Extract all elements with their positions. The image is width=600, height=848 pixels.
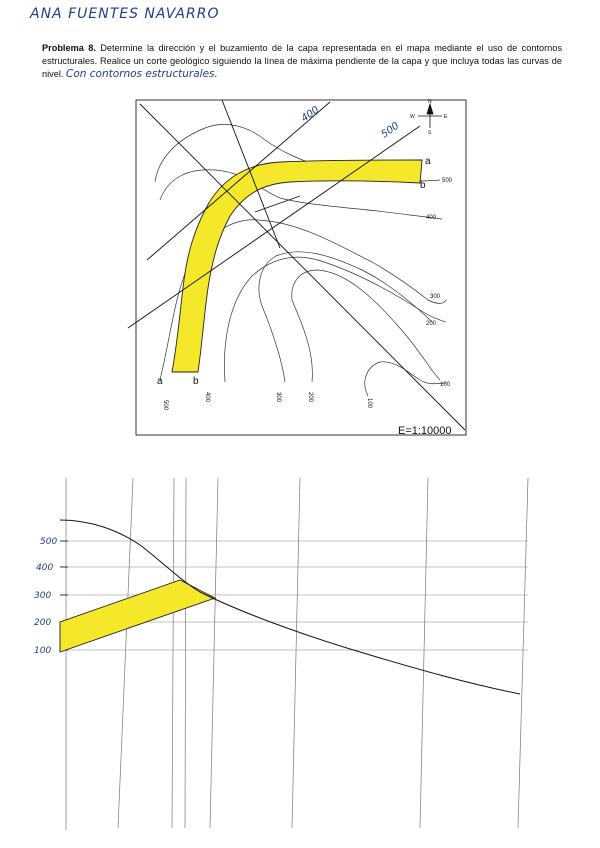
handwritten-label-400: 400 [299, 104, 321, 124]
y-label-400: 400 [36, 563, 53, 573]
topographic-profile [59, 519, 521, 695]
handwritten-label-500: 500 [379, 120, 401, 140]
contour-label-100: 100 [440, 382, 451, 388]
dip-direction-line [221, 99, 281, 249]
contour-400b [159, 219, 447, 381]
y-label-300: 300 [34, 591, 51, 601]
south-label: S [428, 130, 432, 136]
max-dip-line [139, 103, 466, 431]
handwritten-note: Con contornos estructurales. [66, 68, 218, 80]
y-label-100: 100 [34, 646, 51, 656]
structural-contour-500 [146, 101, 331, 261]
dip-marker [254, 195, 301, 213]
contour-100 [291, 269, 441, 383]
contour-300 [224, 256, 447, 383]
cross-section: 500 400 300 200 100 [34, 477, 529, 830]
problem-text: Determine la dirección y el buzamiento d… [42, 43, 562, 79]
problem-title: Problema 8. [42, 43, 96, 53]
east-label: E [444, 114, 448, 120]
topographic-contours [154, 124, 447, 397]
contour-label-400: 400 [426, 215, 437, 221]
section-layer [59, 579, 217, 653]
layer-outcrop [171, 159, 423, 373]
y-label-200: 200 [34, 618, 51, 628]
projection-lines [65, 477, 529, 830]
structural-contour-400 [127, 125, 421, 329]
scale-label: E=1:10000 [398, 425, 452, 437]
layer-label-a-bottom: a [157, 376, 163, 387]
geologic-map: N S E W a b a b 500 400 300 200 100 500 … [127, 99, 467, 437]
contour-label-300: 300 [430, 294, 441, 300]
layer-label-b-bottom: b [193, 376, 199, 387]
contour-label-200: 200 [426, 321, 437, 327]
y-label-500: 500 [40, 537, 57, 547]
layer-label-b-right: b [420, 180, 426, 191]
contour-100b [364, 361, 447, 397]
bottom-contour-label-300: 300 [275, 392, 281, 403]
map-frame [135, 99, 467, 436]
student-name: ANA FUENTES NAVARRO [30, 6, 220, 22]
bottom-contour-label-500: 500 [162, 400, 168, 411]
contour-200 [258, 251, 433, 383]
bottom-contour-label-200: 200 [307, 392, 313, 403]
north-label: N [428, 99, 432, 105]
west-label: W [410, 114, 415, 120]
north-arrow [418, 102, 442, 128]
contour-label-500: 500 [442, 178, 453, 184]
layer-label-a-right: a [425, 156, 431, 167]
problem-statement: Problema 8. Determine la dirección y el … [42, 42, 562, 81]
structural-contours [127, 99, 466, 431]
bottom-contour-label-100: 100 [366, 398, 372, 409]
level-lines [60, 540, 528, 651]
bottom-contour-label-400: 400 [204, 392, 210, 403]
contour-400 [159, 169, 443, 220]
